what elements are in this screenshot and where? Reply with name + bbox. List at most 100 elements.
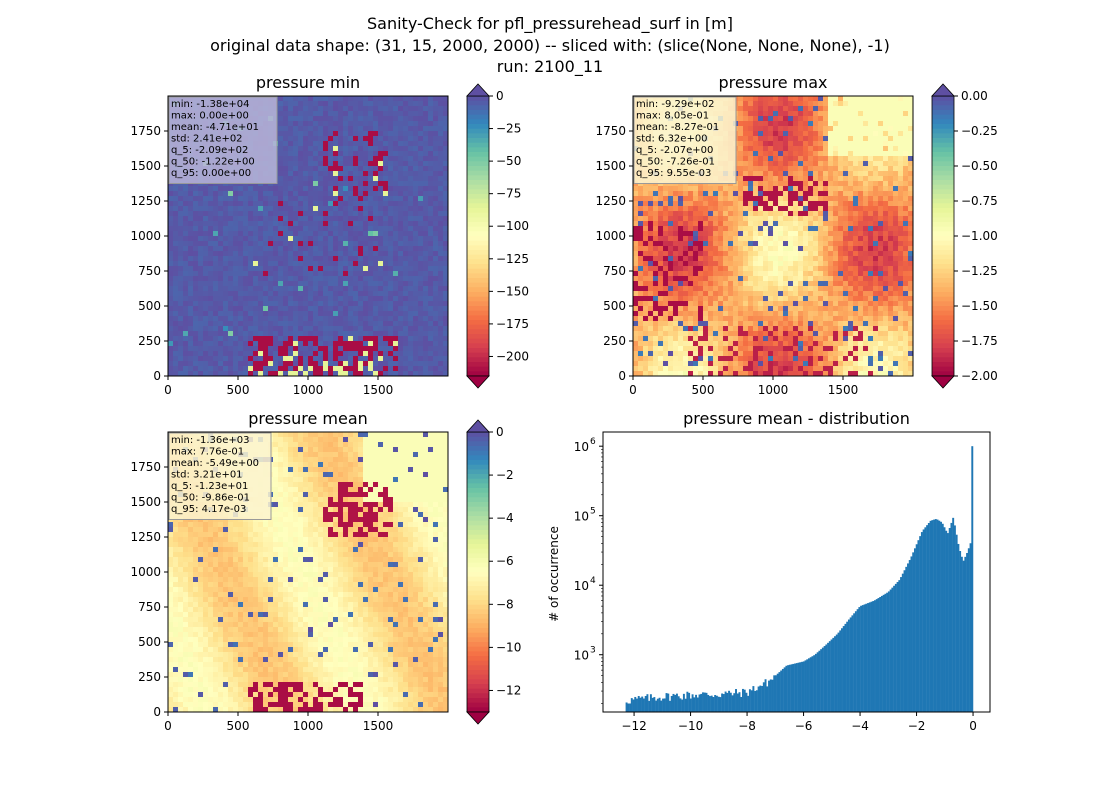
heatmap-cell [683,191,689,197]
heatmap-cell [868,176,874,182]
heatmap-cell [433,171,439,177]
heatmap-cell [883,131,889,137]
heatmap-cell [848,121,854,127]
heatmap-cell [748,116,754,122]
heatmap-cell [648,221,654,227]
heatmap-cell [763,221,769,227]
heatmap-cell [828,121,834,127]
heatmap-cell [363,106,369,112]
heatmap-cell [748,211,754,217]
heatmap-cell [343,286,349,292]
heatmap-cell [308,166,314,172]
heatmap-cell [393,141,399,147]
heatmap-cell [433,271,439,277]
heatmap-cell [223,276,229,282]
heatmap-cell [863,176,869,182]
heatmap-cell [903,151,909,157]
heatmap-cell [423,111,429,117]
heatmap-cell [243,346,249,352]
heatmap-cell [388,316,394,322]
heatmap-cell [268,266,274,272]
heatmap-cell [863,126,869,132]
heatmap-cell [863,131,869,137]
colorbar-segment [467,110,489,116]
heatmap-cell [873,111,879,117]
heatmap-cell [408,226,414,232]
heatmap-cell [383,271,389,277]
heatmap-cell [773,176,779,182]
heatmap-cell [218,241,224,247]
heatmap-cell [873,151,879,157]
heatmap-cell [908,191,914,197]
heatmap-cell [763,156,769,162]
heatmap-cell [393,296,399,302]
heatmap-cell [363,286,369,292]
heatmap-cell [178,261,184,267]
heatmap-cell [328,271,334,277]
heatmap-cell [743,116,749,122]
heatmap-cell [323,246,329,252]
heatmap-cell [348,311,354,317]
heatmap-cell [308,136,314,142]
heatmap-cell [363,316,369,322]
heatmap-cell [213,286,219,292]
heatmap-cell [298,231,304,237]
heatmap-cell [813,96,819,102]
heatmap-cell [393,151,399,157]
heatmap-cell [878,246,884,252]
heatmap-cell [443,306,449,312]
heatmap-cell [443,311,449,317]
heatmap-cell [223,256,229,262]
heatmap-cell [328,236,334,242]
heatmap-cell [338,151,344,157]
heatmap-cell [358,286,364,292]
heatmap-cell [273,311,279,317]
heatmap-cell [283,271,289,277]
heatmap-cell [273,351,279,357]
heatmap-cell [288,181,294,187]
colorbar-segment [467,324,489,330]
heatmap-cell [303,221,309,227]
heatmap-cell [638,231,644,237]
heatmap-cell [183,301,189,307]
heatmap-cell [438,221,444,227]
heatmap-cell [658,241,664,247]
heatmap-cell [898,96,904,102]
heatmap-cell [198,216,204,222]
heatmap-cell [908,176,914,182]
heatmap-cell [833,206,839,212]
heatmap-cell [373,271,379,277]
heatmap-cell [278,251,284,257]
heatmap-cell [268,296,274,302]
heatmap-cell [868,146,874,152]
heatmap-cell [353,106,359,112]
heatmap-cell [303,321,309,327]
heatmap-cell [323,181,329,187]
heatmap-cell [368,286,374,292]
heatmap-cell [758,156,764,162]
heatmap-cell [868,211,874,217]
heatmap-cell [308,116,314,122]
heatmap-cell [428,136,434,142]
heatmap-cell [873,156,879,162]
heatmap-cell [263,276,269,282]
heatmap-cell [313,131,319,137]
heatmap-cell [238,346,244,352]
heatmap-cell [238,316,244,322]
heatmap-cell [393,326,399,332]
heatmap-cell [883,96,889,102]
heatmap-cell [373,361,379,367]
heatmap-cell [203,356,209,362]
heatmap-cell [753,216,759,222]
heatmap-cell [248,351,254,357]
heatmap-cell [273,286,279,292]
heatmap-cell [753,231,759,237]
heatmap-cell [198,271,204,277]
heatmap-cell [768,176,774,182]
heatmap-cell [443,181,449,187]
heatmap-cell [378,111,384,117]
heatmap-cell [308,371,314,377]
heatmap-cell [293,136,299,142]
heatmap-cell [393,176,399,182]
heatmap-cell [183,276,189,282]
